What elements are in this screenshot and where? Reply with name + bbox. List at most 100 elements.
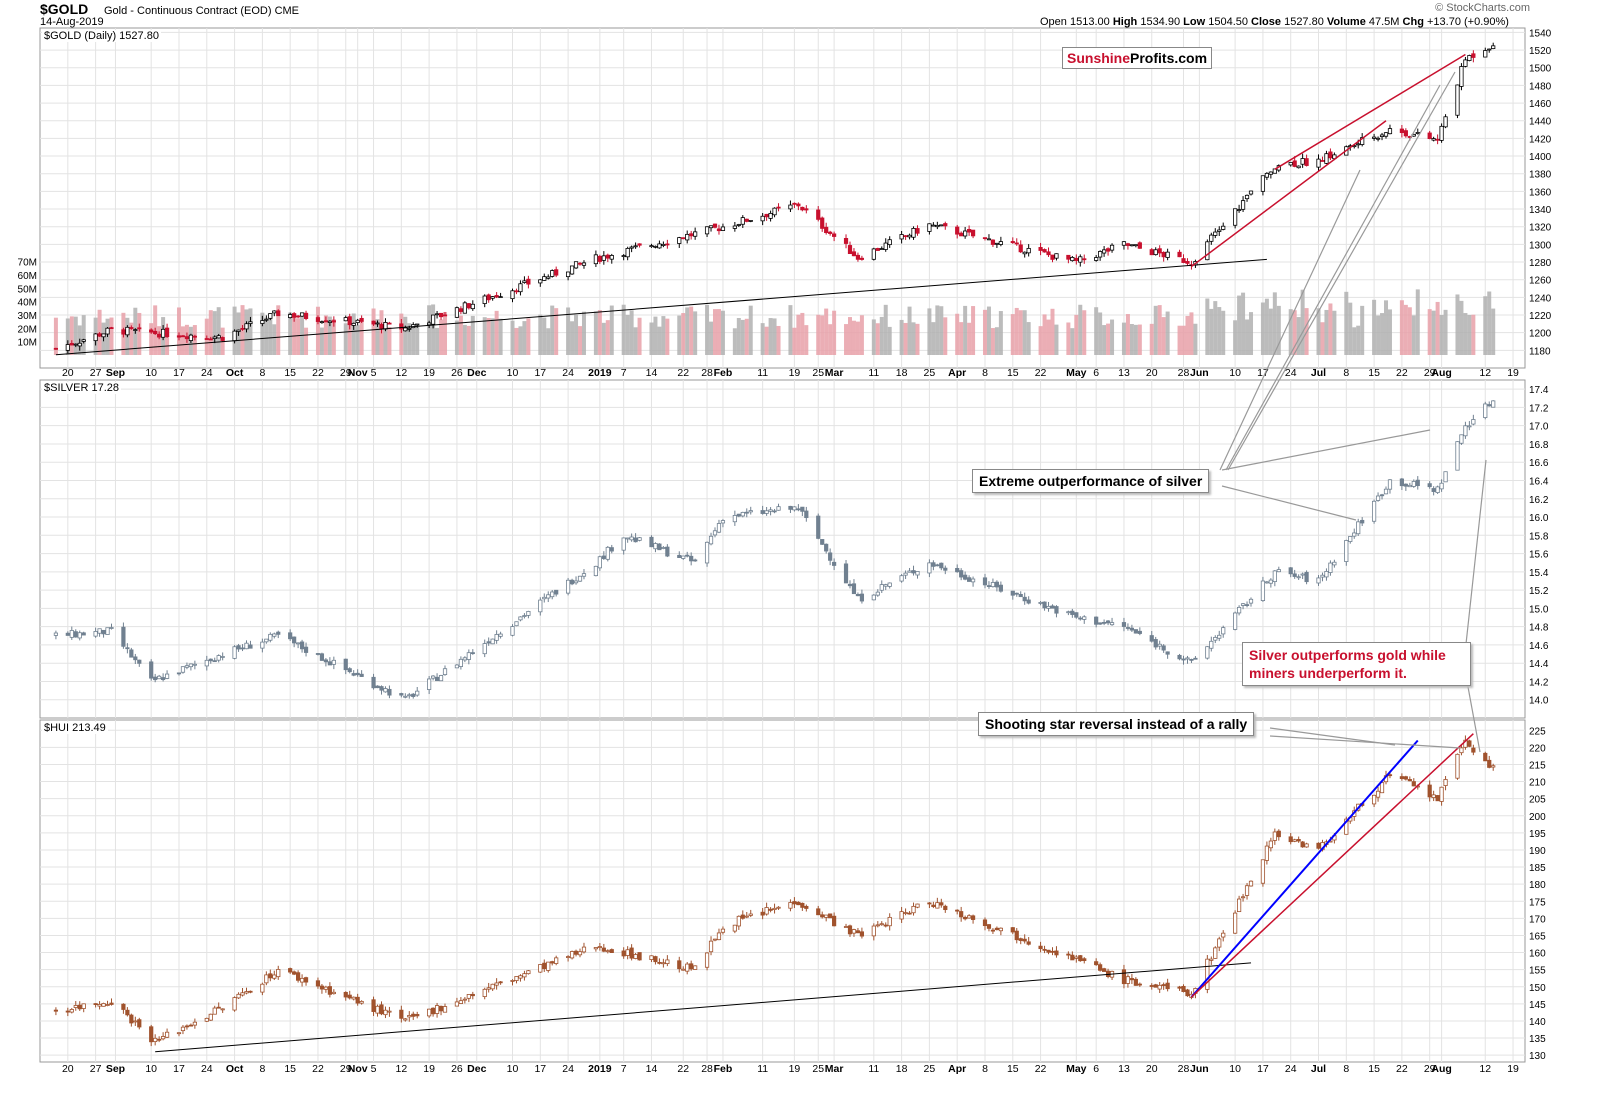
x-tick-label: 22 [677,1063,689,1075]
hui-candle [685,963,690,972]
x-tick-label: 11 [868,367,879,379]
hui-candle [73,1005,78,1008]
hui-candle [1038,945,1043,950]
x-tick-label: 10 [145,1063,157,1075]
gold-candle [470,303,475,310]
annotation-shooting-star: Shooting star reversal instead of a rall… [978,712,1255,736]
hui-candle [248,990,253,993]
volume-bar [629,310,634,355]
volume-bar [399,313,404,355]
gold-candle [629,246,634,249]
silver-candle [804,510,809,519]
hui-candle [1066,953,1071,956]
x-tick-label: 10 [507,1063,519,1075]
gold-candle [1137,242,1142,249]
gold-candle [1205,241,1210,261]
volume-bar [1471,314,1476,355]
gold-candle [1300,158,1305,165]
volume-bar [1205,298,1210,355]
silver-candle [109,627,114,629]
silver-candle [125,647,130,650]
silver-candle [1193,657,1198,660]
hui-candle [490,983,495,990]
volume-bar [542,317,547,355]
silver-candle [466,652,471,660]
silver-candle [486,641,491,644]
volume-bar [748,305,753,355]
gold-candle [216,335,221,339]
silver-candle [824,543,829,552]
hui-candle [1467,740,1472,747]
volume-bar [546,328,551,355]
hui-candle [176,1032,182,1035]
silver-candle [1407,484,1412,488]
gold-candle [649,245,654,248]
volume-bar [1455,294,1460,355]
silver-candle [859,593,865,602]
x-tick-label: 11 [757,1063,768,1075]
volume-bar [304,327,309,355]
hui-candle [1129,978,1134,981]
gold-candle [244,323,249,330]
hui-candle [776,906,781,909]
silver-candle [522,615,527,617]
volume-bar [1213,301,1218,355]
silver-candle [883,584,888,587]
silver-candle [1296,576,1301,579]
volume-bar [1133,324,1138,355]
hui-ytick: 135 [1529,1034,1546,1045]
volume-tick: 40M [18,298,37,309]
hui-candle [1018,938,1023,941]
gold-candle [601,255,606,261]
silver-candle [347,668,352,673]
hui-candle [1304,843,1309,848]
silver-candle [355,672,360,676]
volume-bar [816,314,821,355]
volume-bar [1102,325,1107,355]
silver-candle [963,574,968,580]
volume-bar [359,320,364,355]
gold-candle [129,327,134,329]
gold-candle [93,333,98,342]
silver-candle [1288,567,1293,575]
hui-candle [1014,930,1019,941]
x-tick-label: 20 [1146,367,1158,379]
volume-bar [740,319,745,355]
hui-candle [768,908,773,911]
hui-ytick: 170 [1529,914,1546,925]
hui-candle [1046,949,1051,953]
gold-candle [776,206,781,209]
hui-ytick: 185 [1529,863,1546,874]
volume-bar [899,319,904,355]
gold-candle [716,228,722,232]
gold-candle [1105,248,1111,252]
hui-candle [1082,958,1087,961]
silver-candle [438,675,444,682]
volume-bar [1443,309,1448,355]
gold-candle [1292,160,1297,167]
silver-candle [1209,640,1214,649]
x-tick-label: 28 [1178,1063,1190,1075]
gold-candle [327,320,332,323]
hui-candle [546,961,551,971]
silver-candle [407,694,412,697]
volume-bar [1161,317,1166,355]
hui-candle [1153,984,1158,988]
volume-bar [1185,315,1190,355]
hui-candle [149,1026,154,1043]
gold-candle [554,269,559,276]
gold-candle [903,235,908,238]
gold-ytick: 1280 [1529,258,1552,269]
x-tick-label: 29 [1424,1063,1436,1075]
gold-candle [546,276,551,279]
volume-bar [1463,313,1468,355]
hui-candle [939,902,944,906]
volume-bar [296,318,301,355]
gold-candle [1074,257,1079,261]
hui-candle [1070,954,1075,961]
gold-candle [760,215,765,222]
gold-candle [53,347,59,350]
hui-ytick: 175 [1529,897,1546,908]
x-tick-label: 26 [451,1063,463,1075]
gold-candle [597,255,602,262]
